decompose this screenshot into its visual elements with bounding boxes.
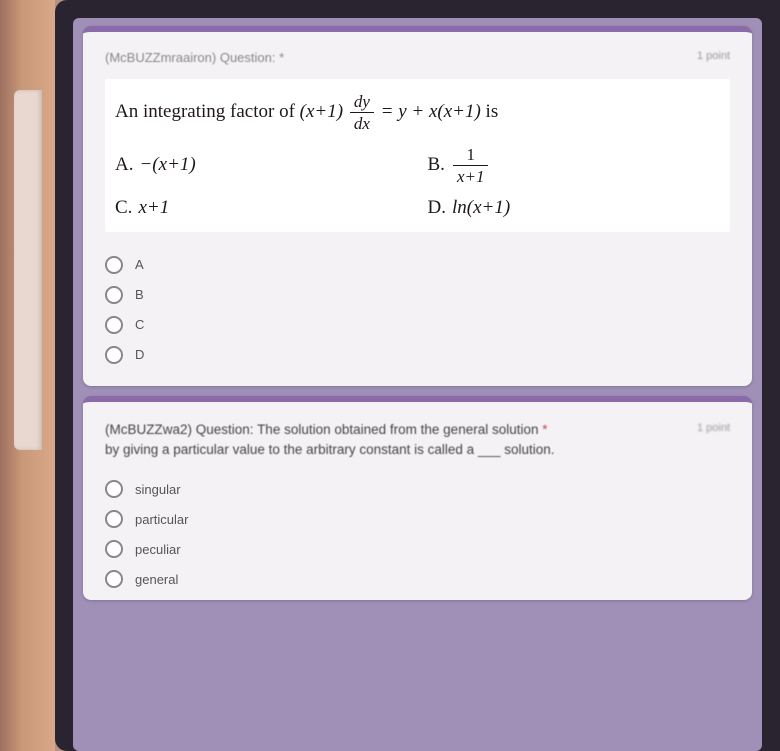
required-star: *	[542, 422, 547, 437]
radio-label: D	[135, 347, 144, 362]
options-grid: A. −(x+1) B. 1 x+1 C. x+1	[115, 146, 720, 222]
q2-points: 1 point	[697, 420, 730, 437]
option-d-val: ln(x+1)	[452, 195, 510, 222]
question-card-2: (McBUZZwa2) Question: The solution obtai…	[83, 396, 752, 601]
radio-row-a[interactable]: A	[105, 250, 730, 280]
radio-row-singular[interactable]: singular	[105, 474, 730, 504]
frac-den: dx	[350, 112, 374, 132]
radio-icon[interactable]	[105, 256, 123, 274]
card-header: (McBUZZmraairon) Question: * 1 point	[105, 50, 730, 65]
radio-row-particular[interactable]: particular	[105, 504, 730, 534]
radio-icon[interactable]	[105, 286, 123, 304]
question-card-1: (McBUZZmraairon) Question: * 1 point An …	[83, 26, 752, 386]
radio-icon[interactable]	[105, 570, 123, 588]
option-d: D. ln(x+1)	[428, 195, 721, 222]
radio-label: B	[135, 287, 144, 302]
radio-label: general	[135, 572, 178, 587]
stem-is: is	[486, 101, 499, 122]
option-c-val: x+1	[138, 195, 169, 222]
radio-row-general[interactable]: general	[105, 564, 730, 594]
photo-left-edge	[0, 0, 55, 751]
stem-prefix: An integrating factor of	[115, 101, 300, 122]
radio-row-d[interactable]: D	[105, 340, 730, 370]
stem-expr: (x+1)	[300, 101, 343, 122]
question-2-text: (McBUZZwa2) Question: The solution obtai…	[105, 420, 730, 461]
radio-label: singular	[135, 482, 181, 497]
form-container: (McBUZZmraairon) Question: * 1 point An …	[73, 18, 762, 751]
option-c-label: C.	[115, 195, 132, 222]
radio-row-peculiar[interactable]: peculiar	[105, 534, 730, 564]
option-b-den: x+1	[453, 165, 489, 185]
radio-icon[interactable]	[105, 316, 123, 334]
q2-id: (McBUZZwa2) Question:	[105, 422, 254, 437]
frac-num: dy	[350, 93, 374, 112]
question-id: (McBUZZmraairon) Question: *	[105, 50, 284, 65]
option-b-num: 1	[462, 146, 479, 165]
option-a: A. −(x+1)	[115, 146, 408, 185]
tablet-frame: (McBUZZmraairon) Question: * 1 point An …	[55, 0, 780, 751]
q2-text-b: by giving a particular value to the arbi…	[105, 442, 555, 457]
book-page-edge	[14, 90, 42, 450]
radio-label: C	[135, 317, 144, 332]
option-a-val: −(x+1)	[139, 152, 195, 179]
radio-icon[interactable]	[105, 480, 123, 498]
radio-icon[interactable]	[105, 346, 123, 364]
radio-row-b[interactable]: B	[105, 280, 730, 310]
question-image: An integrating factor of (x+1) dy dx = y…	[105, 79, 730, 232]
radio-icon[interactable]	[105, 510, 123, 528]
option-b-label: B.	[428, 152, 445, 179]
stem-frac: dy dx	[350, 93, 374, 132]
option-c: C. x+1	[115, 195, 408, 222]
option-b-frac: 1 x+1	[453, 146, 489, 185]
radio-label: A	[135, 257, 144, 272]
option-b: B. 1 x+1	[428, 146, 721, 185]
radio-label: particular	[135, 512, 188, 527]
stem-rhs: = y + x(x+1)	[381, 101, 481, 122]
option-d-label: D.	[428, 195, 446, 222]
question-stem: An integrating factor of (x+1) dy dx = y…	[115, 93, 720, 132]
option-a-label: A.	[115, 152, 133, 179]
q2-text-a: The solution obtained from the general s…	[257, 422, 538, 437]
radio-icon[interactable]	[105, 540, 123, 558]
radio-label: peculiar	[135, 542, 181, 557]
points-label: 1 point	[697, 50, 730, 62]
radio-row-c[interactable]: C	[105, 310, 730, 340]
